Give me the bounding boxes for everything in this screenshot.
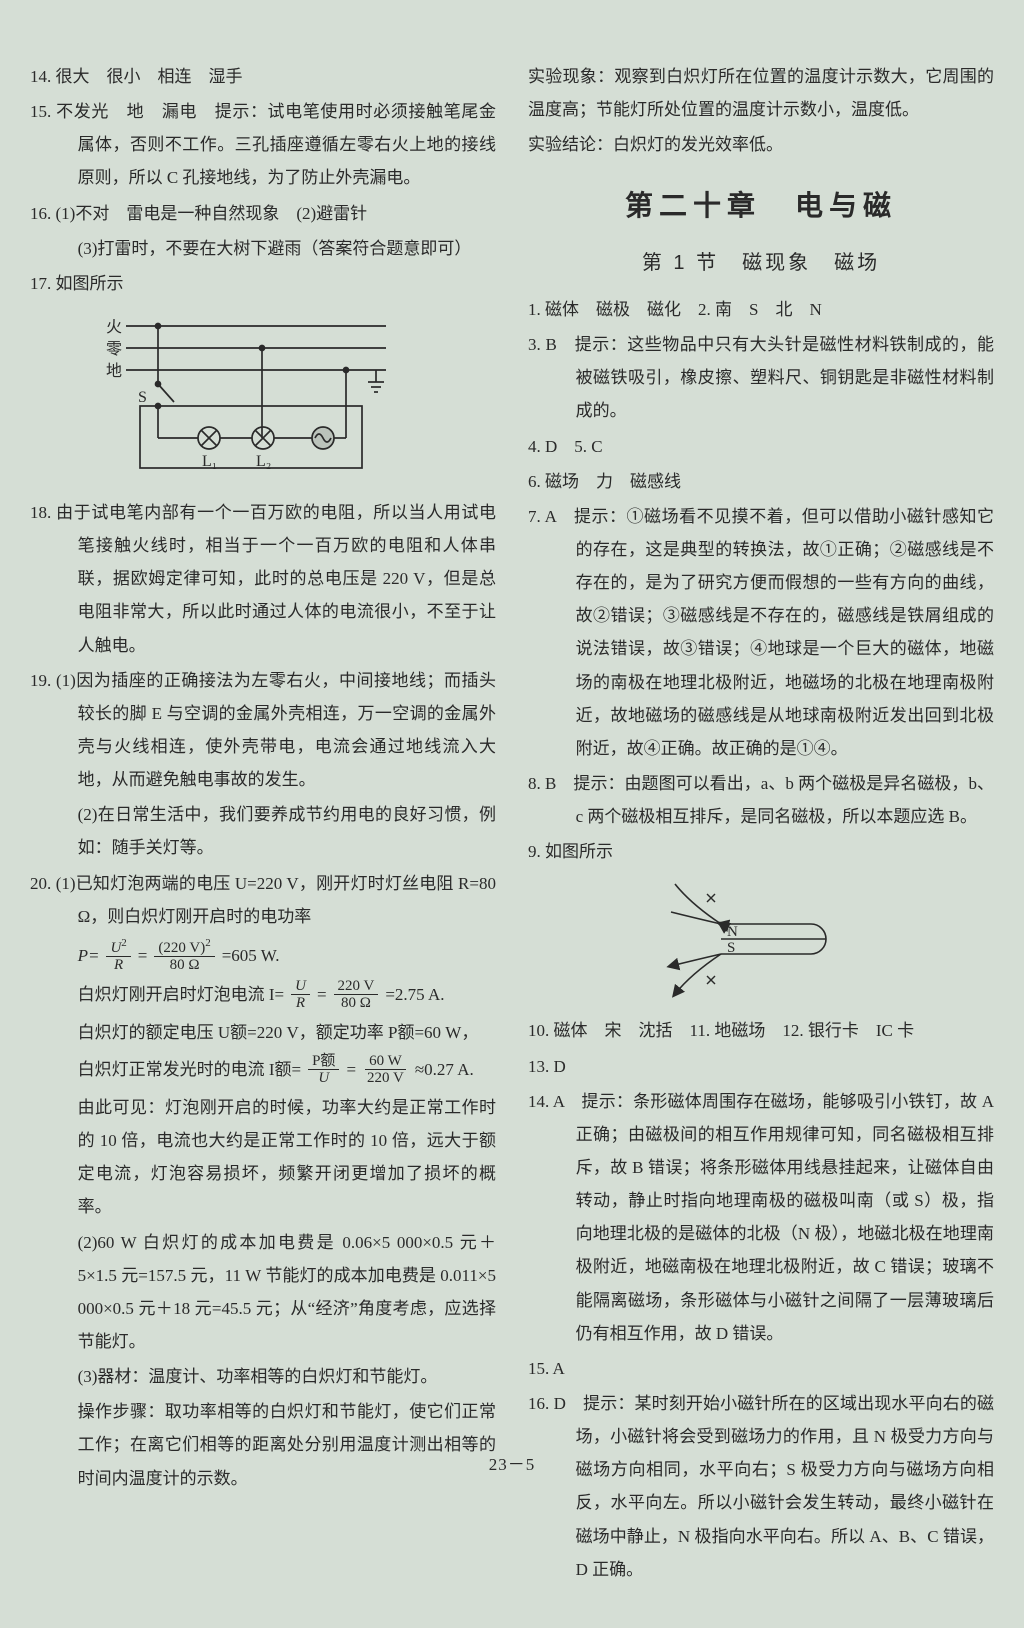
- q16-a: 16. (1)不对 雷电是一种自然现象 (2)避雷针: [30, 197, 496, 230]
- r-q14: 14. A 提示：条形磁体周围存在磁场，能够吸引小铁钉，故 A 正确；由磁极间的…: [528, 1085, 994, 1350]
- q16-b: (3)打雷时，不要在大树下避雨（答案符合题意即可）: [30, 232, 496, 265]
- r-q9: 9. 如图所示: [528, 835, 994, 868]
- label-earth: 地: [106, 362, 122, 380]
- label-l2: L₂: [256, 453, 271, 470]
- r-q3: 3. B 提示：这些物品中只有大头针是磁性材料铁制成的，能被磁铁吸引，橡皮擦、塑…: [528, 328, 994, 427]
- label-N: N: [727, 924, 738, 940]
- exp-phenomenon: 实验现象：观察到白炽灯所在位置的温度计示数大，它周围的温度高；节能灯所处位置的温…: [528, 60, 994, 126]
- chapter-title: 第二十章 电与磁: [528, 179, 994, 234]
- q15: 15. 不发光 地 漏电 提示：试电笔使用时必须接触笔尾金属体，否则不工作。三孔…: [30, 95, 496, 194]
- r-q1: 1. 磁体 磁极 磁化 2. 南 S 北 N: [528, 293, 994, 326]
- q20-3a: (3)器材：温度计、功率相等的白炽灯和节能灯。: [30, 1360, 496, 1393]
- page-wrapper: 14. 很大 很小 相连 湿手 15. 不发光 地 漏电 提示：试电笔使用时必须…: [0, 0, 1024, 1628]
- q19-a: 19. (1)因为插座的正确接法为左零右火，中间接地线；而插头较长的脚 E 与空…: [30, 664, 496, 797]
- formula-current-rated: 白炽灯正常发光时的电流 I额= P额U = 60 W220 V ≈0.27 A.: [30, 1053, 496, 1087]
- formula-current-start: 白炽灯刚开启时灯泡电流 I= UR = 220 V80 Ω =2.75 A.: [30, 978, 496, 1012]
- q20-rated: 白炽灯的额定电压 U额=220 V，额定功率 P额=60 W，: [30, 1016, 496, 1049]
- r-q16: 16. D 提示：某时刻开始小磁针所在的区域出现水平向右的磁场，小磁针将会受到磁…: [528, 1387, 994, 1586]
- label-switch: S: [138, 389, 147, 406]
- label-l1: L₁: [202, 453, 217, 470]
- r-q10: 10. 磁体 宋 沈括 11. 地磁场 12. 银行卡 IC 卡: [528, 1014, 994, 1047]
- q17: 17. 如图所示: [30, 267, 496, 300]
- r-q8: 8. B 提示：由题图可以看出，a、b 两个磁极是异名磁极，b、c 两个磁极相互…: [528, 767, 994, 833]
- formula-power: P= U2 R = (220 V)2 80 Ω =605 W.: [30, 937, 496, 974]
- label-live: 火: [106, 319, 122, 336]
- q18: 18. 由于试电笔内部有一个一百万欧的电阻，所以当人用试电笔接触火线时，相当于一…: [30, 496, 496, 662]
- q14: 14. 很大 很小 相连 湿手: [30, 60, 496, 93]
- r-q4: 4. D 5. C: [528, 430, 994, 463]
- left-column: 14. 很大 很小 相连 湿手 15. 不发光 地 漏电 提示：试电笔使用时必须…: [30, 60, 496, 1588]
- r-q15: 15. A: [528, 1352, 994, 1385]
- label-S: S: [727, 940, 735, 956]
- r-q6: 6. 磁场 力 磁感线: [528, 465, 994, 498]
- magnet-diagram: N S: [661, 874, 861, 1004]
- r-q13: 13. D: [528, 1050, 994, 1083]
- page-number: 23－5: [0, 1448, 1024, 1481]
- section-title: 第 1 节 磁现象 磁场: [528, 244, 994, 283]
- q20-a: 20. (1)已知灯泡两端的电压 U=220 V，刚开灯时灯丝电阻 R=80 Ω…: [30, 867, 496, 933]
- q20-2: (2)60 W 白炽灯的成本加电费是 0.06×5 000×0.5 元＋5×1.…: [30, 1226, 496, 1359]
- label-neutral: 零: [106, 341, 122, 358]
- right-column: 实验现象：观察到白炽灯所在位置的温度计示数大，它周围的温度高；节能灯所处位置的温…: [528, 60, 994, 1588]
- q20-compare: 由此可见：灯泡刚开启的时候，功率大约是正常工作时的 10 倍，电流也大约是正常工…: [30, 1091, 496, 1224]
- exp-conclusion: 实验结论：白炽灯的发光效率低。: [528, 128, 994, 161]
- q19-b: (2)在日常生活中，我们要养成节约用电的良好习惯，例如：随手关灯等。: [30, 798, 496, 864]
- circuit-diagram: 火 零 地 S L₁ L₂: [86, 306, 386, 486]
- r-q7: 7. A 提示：①磁场看不见摸不着，但可以借助小磁针感知它的存在，这是典型的转换…: [528, 500, 994, 765]
